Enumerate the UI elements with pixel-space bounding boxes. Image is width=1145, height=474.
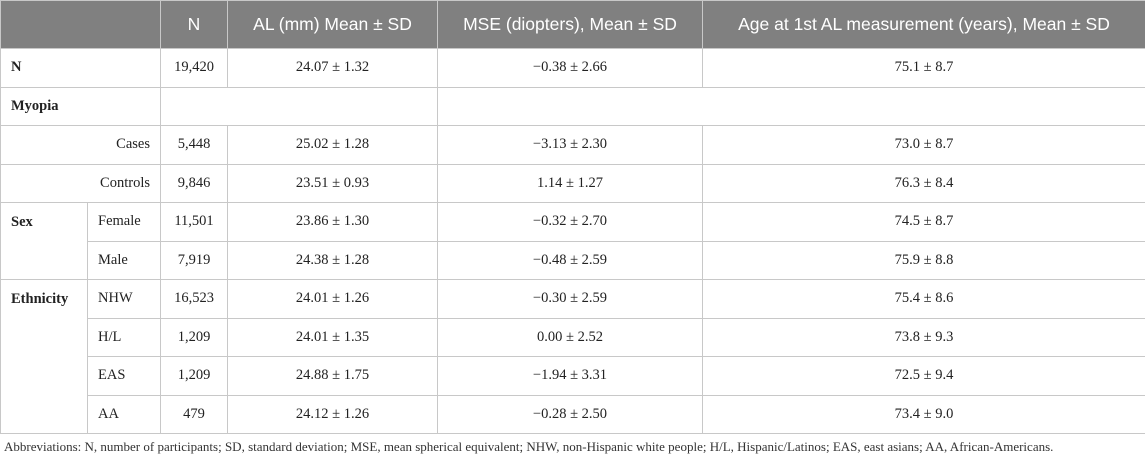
value-cell: 11,501	[160, 202, 228, 242]
row: Ethnicity NHW 16,523 24.01 ± 1.26 −0.30 ± 2.…	[0, 279, 1145, 434]
row: EAS 1,209 24.88 ± 1.75 −1.94 ± 3.31 72.5 ± 9…	[1, 356, 1145, 396]
empty-cell	[437, 86, 1145, 126]
row: Sex Female 11,501 23.86 ± 1.30 −0.32 ± 2.70 7…	[0, 202, 1145, 280]
value-cell: −3.13 ± 2.30	[437, 125, 703, 165]
header-row: N AL (mm) Mean ± SD MSE (diopters), Mean ±…	[0, 0, 1145, 49]
value-cell: −0.48 ± 2.59	[437, 240, 703, 280]
value-cell: 24.12 ± 1.26	[227, 394, 438, 434]
value-cell: 1.14 ± 1.27	[437, 163, 703, 203]
label-cell: Cases	[0, 125, 161, 165]
group-cell: N	[0, 48, 161, 88]
row: Myopia	[0, 86, 1145, 126]
row: H/L 1,209 24.01 ± 1.35 0.00 ± 2.52 73.8 ± 9.…	[1, 317, 1145, 357]
empty-cell	[160, 86, 438, 126]
label-cell: NHW	[87, 279, 161, 319]
value-cell: 76.3 ± 8.4	[702, 163, 1145, 203]
value-cell: 25.02 ± 1.28	[227, 125, 438, 165]
value-cell: −0.28 ± 2.50	[437, 394, 703, 434]
value-cell: 0.00 ± 2.52	[437, 317, 703, 357]
value-cell: 75.1 ± 8.7	[702, 48, 1145, 88]
value-cell: 16,523	[160, 279, 228, 319]
row: N 19,420 24.07 ± 1.32 −0.38 ± 2.66 75.1 ± 8.…	[0, 48, 1145, 88]
label-cell: AA	[87, 394, 161, 434]
value-cell: 72.5 ± 9.4	[702, 356, 1145, 396]
value-cell: 24.38 ± 1.28	[227, 240, 438, 280]
footnote: Abbreviations: N, number of participants…	[4, 439, 1054, 454]
header-cell: AL (mm) Mean ± SD	[227, 0, 438, 49]
value-cell: 7,919	[160, 240, 228, 280]
label-cell: Controls	[0, 163, 161, 203]
row: AA 479 24.12 ± 1.26 −0.28 ± 2.50 73.4 ± 9.0	[1, 394, 1145, 434]
value-cell: 73.4 ± 9.0	[702, 394, 1145, 434]
value-cell: −0.32 ± 2.70	[437, 202, 703, 242]
value-cell: 1,209	[160, 317, 228, 357]
value-cell: 1,209	[160, 356, 228, 396]
header-cell: MSE (diopters), Mean ± SD	[437, 0, 703, 49]
row: Cases 5,448 25.02 ± 1.28 −3.13 ± 2.30 73.0 ±…	[0, 125, 1145, 165]
header-cell: Age at 1st AL measurement (years), Mean …	[702, 0, 1145, 49]
value-cell: 24.88 ± 1.75	[227, 356, 438, 396]
label-cell: Male	[87, 240, 161, 280]
value-cell: 24.01 ± 1.35	[227, 317, 438, 357]
group-cell: Sex	[0, 202, 88, 280]
table: N AL (mm) Mean ± SD MSE (diopters), Mean ±…	[0, 0, 1145, 434]
row: Controls 9,846 23.51 ± 0.93 1.14 ± 1.27 76.3…	[0, 163, 1145, 203]
value-cell: 23.51 ± 0.93	[227, 163, 438, 203]
value-cell: 24.07 ± 1.32	[227, 48, 438, 88]
header-cell	[0, 0, 161, 49]
value-cell: 19,420	[160, 48, 228, 88]
label-cell: EAS	[87, 356, 161, 396]
group-cell: Ethnicity	[0, 279, 88, 434]
value-cell: 74.5 ± 8.7	[702, 202, 1145, 242]
value-cell: 479	[160, 394, 228, 434]
value-cell: 23.86 ± 1.30	[227, 202, 438, 242]
value-cell: 24.01 ± 1.26	[227, 279, 438, 319]
header-cell: N	[160, 0, 228, 49]
value-cell: 75.4 ± 8.6	[702, 279, 1145, 319]
row: Male 7,919 24.38 ± 1.28 −0.48 ± 2.59 75.9 ± …	[1, 240, 1145, 280]
value-cell: 73.0 ± 8.7	[702, 125, 1145, 165]
value-cell: −0.38 ± 2.66	[437, 48, 703, 88]
value-cell: 9,846	[160, 163, 228, 203]
value-cell: 5,448	[160, 125, 228, 165]
value-cell: 75.9 ± 8.8	[702, 240, 1145, 280]
label-cell: H/L	[87, 317, 161, 357]
value-cell: −1.94 ± 3.31	[437, 356, 703, 396]
label-cell: Female	[87, 202, 161, 242]
value-cell: −0.30 ± 2.59	[437, 279, 703, 319]
group-cell: Myopia	[0, 86, 161, 126]
value-cell: 73.8 ± 9.3	[702, 317, 1145, 357]
